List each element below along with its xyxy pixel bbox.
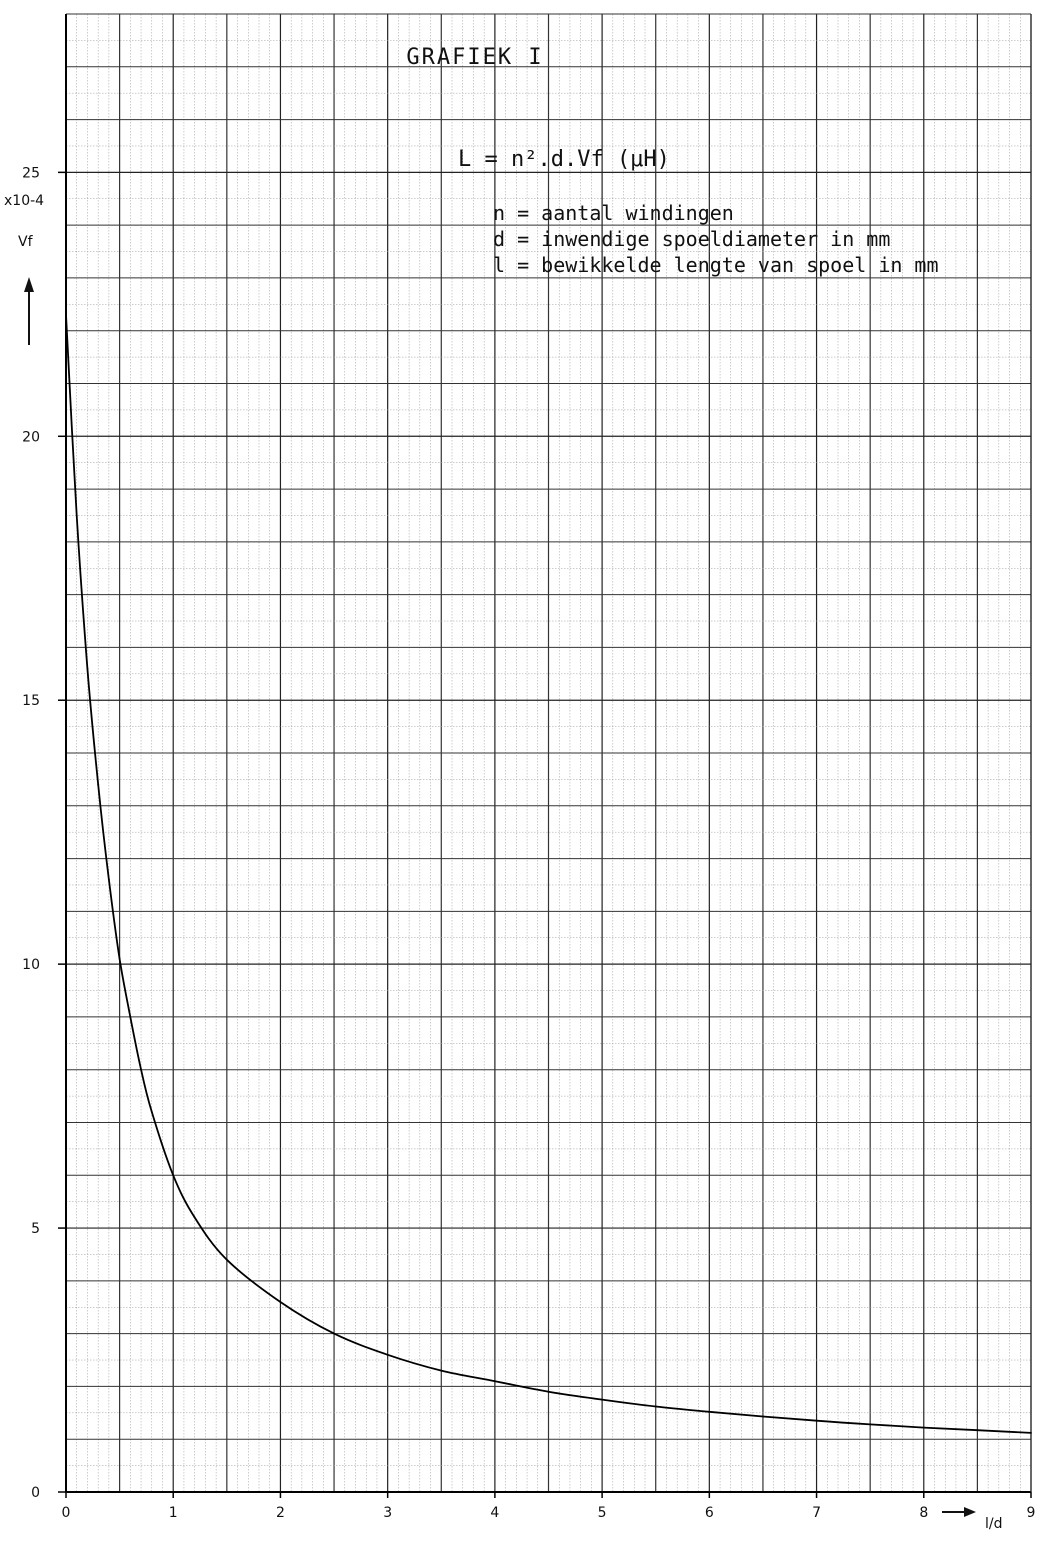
data-point — [172, 1174, 175, 1177]
data-point — [225, 1258, 228, 1261]
data-point — [762, 1415, 764, 1418]
y-tick-label: 10 — [22, 957, 40, 973]
x-tick-label: 5 — [598, 1505, 607, 1521]
x-axis-label: l/d — [985, 1516, 1003, 1532]
chart-title: GRAFIEK I — [406, 45, 543, 70]
y-axis-arrow — [24, 277, 34, 345]
data-point — [129, 1016, 132, 1018]
data-point — [97, 783, 100, 786]
data-point — [601, 1398, 604, 1401]
series-curve — [65, 313, 1032, 1434]
data-point — [386, 1353, 389, 1356]
data-point — [140, 1068, 142, 1071]
x-axis-arrow — [942, 1507, 976, 1517]
x-tick-label: 6 — [705, 1505, 714, 1521]
data-point — [193, 1216, 196, 1219]
y-tick-label: 15 — [22, 693, 40, 709]
data-point — [150, 1111, 153, 1113]
legend-entry: d = inwendige spoeldiameter in mm — [493, 227, 890, 251]
data-point — [815, 1419, 818, 1422]
data-point — [75, 514, 78, 517]
data-point — [86, 667, 89, 670]
x-tick-label: 0 — [62, 1505, 71, 1521]
graph-paper-grid — [65, 13, 1032, 1493]
x-tick-label: 1 — [169, 1505, 178, 1521]
data-point — [922, 1426, 925, 1429]
data-point — [118, 957, 121, 960]
data-point — [869, 1423, 872, 1426]
data-point — [65, 313, 67, 316]
y-tick-label: 20 — [22, 429, 40, 445]
y-tick-label: 5 — [31, 1221, 40, 1237]
axes — [65, 14, 1032, 1493]
x-tick-label: 9 — [1027, 1505, 1036, 1521]
data-point — [107, 878, 110, 881]
data-point — [1030, 1431, 1032, 1434]
data-point — [708, 1410, 711, 1413]
data-point — [440, 1369, 443, 1372]
x-tick-label: 7 — [812, 1505, 821, 1521]
x-tick-label: 4 — [490, 1505, 499, 1521]
data-point — [547, 1390, 550, 1393]
data-point — [493, 1380, 496, 1383]
y-axis-unit: x10-4 — [4, 193, 44, 209]
x-tick-label: 2 — [276, 1505, 285, 1521]
legend-entry: l = bewikkelde lengte van spoel in mm — [493, 253, 939, 277]
data-point — [976, 1429, 979, 1432]
formula-text: L = n².d.Vf (μH) — [458, 147, 670, 172]
x-tick-label: 3 — [383, 1505, 392, 1521]
data-point — [333, 1332, 335, 1335]
y-tick-label: 25 — [22, 165, 40, 181]
tick-labels: 0 1 2 3 4 5 6 7 8 9 0 5 10 15 20 25 — [22, 165, 1035, 1521]
y-axis-label: Vf — [18, 234, 34, 250]
legend-entry: n = aantal windingen — [493, 201, 734, 225]
x-tick-label: 8 — [919, 1505, 928, 1521]
data-point — [279, 1301, 282, 1303]
data-point — [654, 1405, 657, 1408]
y-tick-label: 0 — [31, 1485, 40, 1501]
